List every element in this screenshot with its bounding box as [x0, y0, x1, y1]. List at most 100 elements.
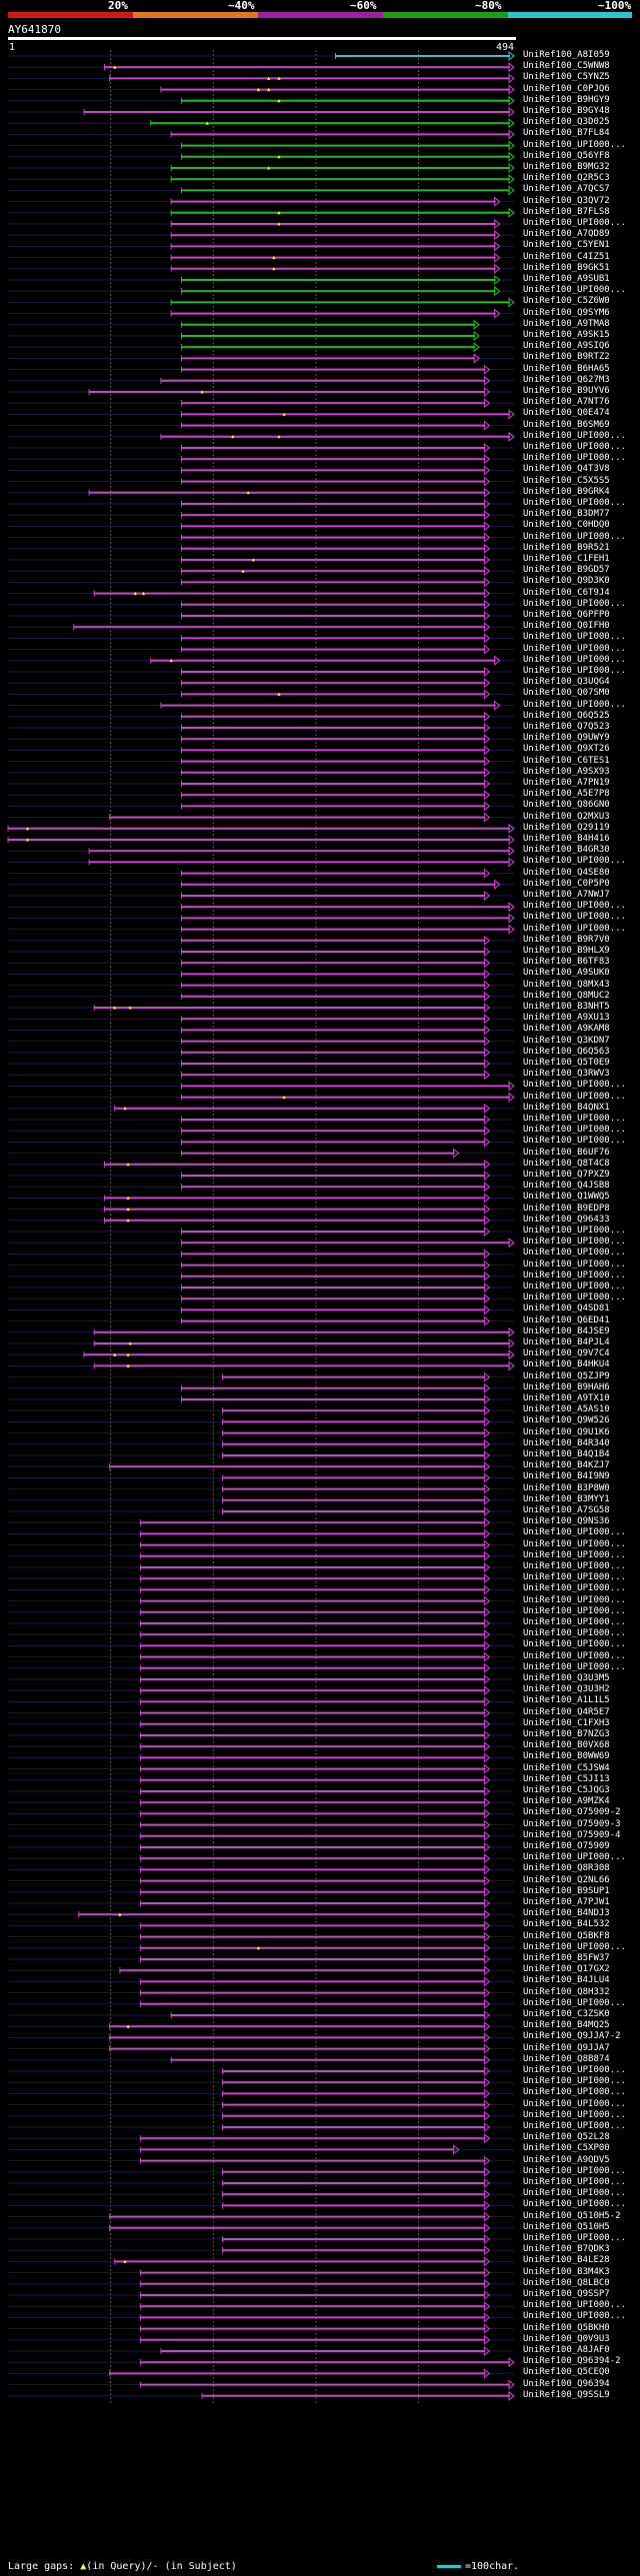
- hit-label[interactable]: UniRef100_UPI000...: [523, 442, 626, 452]
- hit-label[interactable]: UniRef100_C5JQG3: [523, 1785, 610, 1795]
- hit-label[interactable]: UniRef100_UPI000...: [523, 912, 626, 923]
- hit-label[interactable]: UniRef100_B4Q1B4: [523, 1449, 610, 1459]
- hit-label[interactable]: UniRef100_A9MZK4: [523, 1796, 610, 1807]
- hit-label[interactable]: UniRef100_A7QCS7: [523, 184, 610, 195]
- hit-label[interactable]: UniRef100_UPI000...: [523, 139, 626, 150]
- hit-label[interactable]: UniRef100_C1FEH1: [523, 554, 610, 564]
- hit-label[interactable]: UniRef100_B9HLX9: [523, 946, 610, 956]
- hit-label[interactable]: UniRef100_UPI000...: [523, 1248, 626, 1259]
- hit-label[interactable]: UniRef100_UPI000...: [523, 1282, 626, 1291]
- hit-label[interactable]: UniRef100_B3P8W0: [523, 1482, 610, 1493]
- hit-label[interactable]: UniRef100_UPI000...: [523, 430, 626, 441]
- hit-label[interactable]: UniRef100_Q3D025: [523, 117, 610, 128]
- hit-label[interactable]: UniRef100_Q6PFP0: [523, 610, 610, 620]
- hit-label[interactable]: UniRef100_UPI000...: [523, 1259, 626, 1270]
- hit-label[interactable]: UniRef100_C5JI13: [523, 1773, 610, 1784]
- hit-label[interactable]: UniRef100_B7FL84: [523, 128, 610, 139]
- hit-label[interactable]: UniRef100_B4QNX1: [523, 1102, 610, 1113]
- hit-label[interactable]: UniRef100_Q8MX43: [523, 979, 610, 990]
- hit-label[interactable]: UniRef100_B4L532: [523, 1919, 610, 1930]
- hit-label[interactable]: UniRef100_UPI000...: [523, 1639, 626, 1650]
- hit-label[interactable]: UniRef100_O75909: [523, 1841, 610, 1851]
- hit-label[interactable]: UniRef100_Q6Q525: [523, 710, 610, 721]
- hit-label[interactable]: UniRef100_UPI000...: [523, 1527, 626, 1538]
- hit-label[interactable]: UniRef100_Q510H5: [523, 2221, 610, 2232]
- hit-label[interactable]: UniRef100_B3DM77: [523, 509, 610, 520]
- hit-label[interactable]: UniRef100_Q56YF8: [523, 150, 610, 161]
- hit-label[interactable]: UniRef100_B4JSE9: [523, 1325, 610, 1336]
- hit-label[interactable]: UniRef100_Q8H332: [523, 1986, 610, 1997]
- hit-label[interactable]: UniRef100_B9GRK4: [523, 486, 610, 497]
- hit-label[interactable]: UniRef100_Q1WWQ5: [523, 1192, 610, 1203]
- hit-label[interactable]: UniRef100_UPI000...: [523, 1114, 626, 1124]
- hit-label[interactable]: UniRef100_Q9JJA7-2: [523, 2031, 621, 2042]
- hit-label[interactable]: UniRef100_UPI000...: [523, 2098, 626, 2109]
- hit-label[interactable]: UniRef100_B9EDP8: [523, 1203, 610, 1214]
- hit-label[interactable]: UniRef100_Q4SD81: [523, 1303, 610, 1314]
- hit-label[interactable]: UniRef100_UPI000...: [523, 2300, 626, 2311]
- hit-label[interactable]: UniRef100_UPI000...: [523, 901, 626, 912]
- hit-label[interactable]: UniRef100_UPI000...: [523, 531, 626, 542]
- hit-label[interactable]: UniRef100_B4H416: [523, 834, 610, 844]
- hit-label[interactable]: UniRef100_UPI000...: [523, 666, 626, 676]
- hit-label[interactable]: UniRef100_UPI000...: [523, 923, 626, 934]
- hit-label[interactable]: UniRef100_UPI000...: [523, 1572, 626, 1583]
- hit-label[interactable]: UniRef100_UPI000...: [523, 1594, 626, 1605]
- hit-label[interactable]: UniRef100_A9SUK0: [523, 968, 610, 979]
- hit-label[interactable]: UniRef100_C5XP00: [523, 2143, 610, 2154]
- hit-label[interactable]: UniRef100_Q17GX2: [523, 1964, 610, 1975]
- hit-label[interactable]: UniRef100_UPI000...: [523, 2109, 626, 2120]
- hit-label[interactable]: UniRef100_Q0E474: [523, 408, 610, 419]
- hit-label[interactable]: UniRef100_B6UF76: [523, 1147, 610, 1158]
- hit-label[interactable]: UniRef100_UPI000...: [523, 856, 626, 867]
- hit-label[interactable]: UniRef100_Q8LBC0: [523, 2277, 610, 2288]
- hit-label[interactable]: UniRef100_Q5CEQ0: [523, 2367, 610, 2378]
- hit-label[interactable]: UniRef100_B4MQ25: [523, 2020, 610, 2031]
- hit-label[interactable]: UniRef100_Q510H5-2: [523, 2210, 621, 2221]
- hit-label[interactable]: UniRef100_B0WW69: [523, 1751, 610, 1762]
- hit-label[interactable]: UniRef100_Q29119: [523, 822, 610, 833]
- hit-label[interactable]: UniRef100_B4JLU4: [523, 1975, 610, 1986]
- hit-label[interactable]: UniRef100_C0HDQ0: [523, 520, 610, 531]
- hit-label[interactable]: UniRef100_B5FW37: [523, 1953, 610, 1963]
- hit-label[interactable]: UniRef100_B4GR30: [523, 845, 610, 856]
- hit-label[interactable]: UniRef100_B7QDK3: [523, 2244, 610, 2255]
- hit-label[interactable]: UniRef100_UPI000...: [523, 1237, 626, 1248]
- hit-label[interactable]: UniRef100_B9GK51: [523, 262, 610, 273]
- hit-label[interactable]: UniRef100_UPI000...: [523, 699, 626, 710]
- hit-label[interactable]: UniRef100_B3M4K3: [523, 2266, 610, 2277]
- hit-label[interactable]: UniRef100_B6HA65: [523, 363, 610, 374]
- hit-label[interactable]: UniRef100_Q9SSL9: [523, 2389, 610, 2400]
- hit-label[interactable]: UniRef100_UPI000...: [523, 2121, 626, 2131]
- hit-label[interactable]: UniRef100_B9R7V0: [523, 934, 610, 945]
- hit-label[interactable]: UniRef100_UPI000...: [523, 1661, 626, 1672]
- hit-label[interactable]: UniRef100_B6TF83: [523, 957, 610, 968]
- hit-label[interactable]: UniRef100_UPI000...: [523, 1080, 626, 1091]
- hit-label[interactable]: UniRef100_A8I059: [523, 50, 610, 60]
- hit-label[interactable]: UniRef100_Q86GN0: [523, 800, 610, 811]
- hit-label[interactable]: UniRef100_Q3RWV3: [523, 1069, 610, 1080]
- hit-label[interactable]: UniRef100_UPI000...: [523, 632, 626, 643]
- hit-label[interactable]: UniRef100_Q0V9U3: [523, 2333, 610, 2344]
- hit-label[interactable]: UniRef100_C1FXH3: [523, 1717, 610, 1728]
- hit-label[interactable]: UniRef100_O75909-4: [523, 1829, 621, 1840]
- hit-label[interactable]: UniRef100_Q9D3K0: [523, 576, 610, 587]
- hit-label[interactable]: UniRef100_Q9U1K6: [523, 1426, 610, 1437]
- hit-label[interactable]: UniRef100_A9SK15: [523, 330, 610, 340]
- hit-label[interactable]: UniRef100_A7NWJ7: [523, 890, 610, 900]
- hit-label[interactable]: UniRef100_A7SG58: [523, 1505, 610, 1515]
- hit-label[interactable]: UniRef100_B4R340: [523, 1437, 610, 1448]
- hit-label[interactable]: UniRef100_Q07SM0: [523, 688, 610, 699]
- hit-label[interactable]: UniRef100_Q96394: [523, 2378, 610, 2389]
- hit-label[interactable]: UniRef100_A9SIQ6: [523, 341, 610, 352]
- hit-label[interactable]: UniRef100_Q8MUC2: [523, 990, 610, 1001]
- hit-label[interactable]: UniRef100_Q3KDN7: [523, 1035, 610, 1046]
- hit-label[interactable]: UniRef100_Q9XT26: [523, 744, 610, 755]
- hit-label[interactable]: UniRef100_Q4R5E7: [523, 1706, 610, 1717]
- hit-label[interactable]: UniRef100_C0P5P0: [523, 878, 610, 889]
- hit-label[interactable]: UniRef100_B4I9N9: [523, 1471, 610, 1482]
- hit-label[interactable]: UniRef100_Q52L28: [523, 2132, 610, 2143]
- hit-label[interactable]: UniRef100_Q96433: [523, 1214, 610, 1225]
- hit-label[interactable]: UniRef100_Q5T0E9: [523, 1058, 610, 1068]
- hit-label[interactable]: UniRef100_UPI000...: [523, 1583, 626, 1594]
